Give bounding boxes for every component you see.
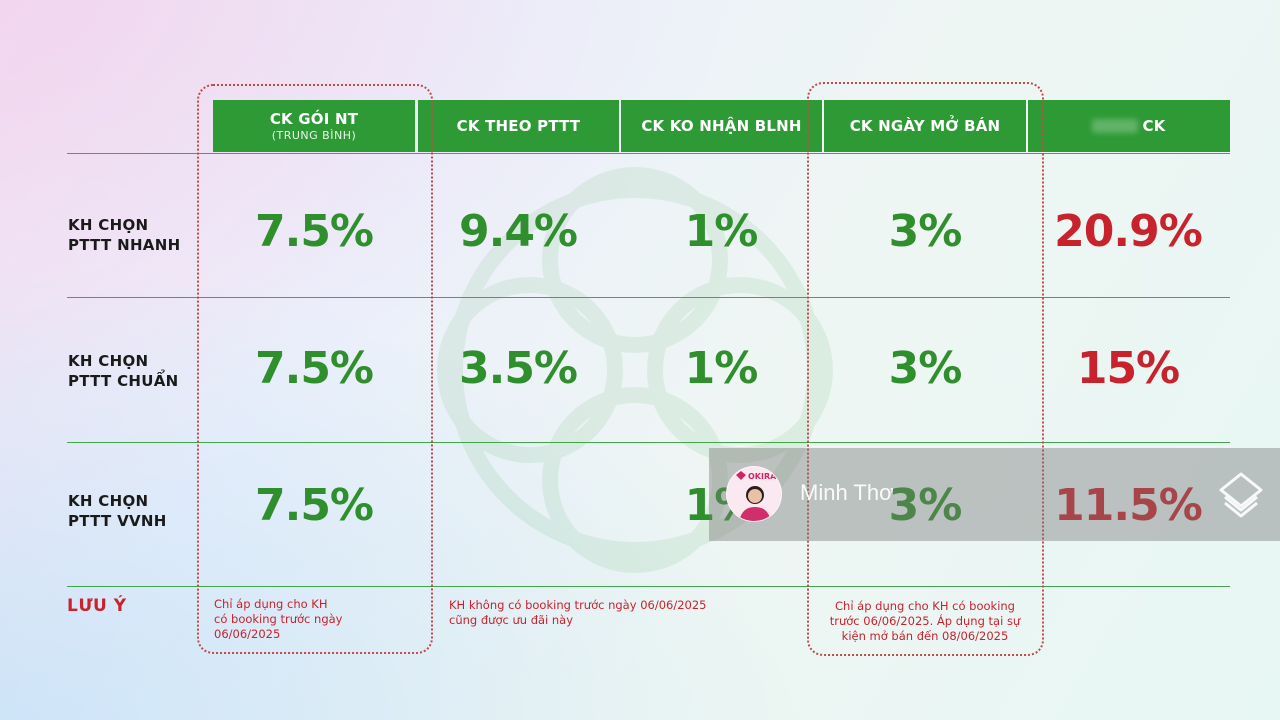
- value-theo-pttt: 9.4%: [458, 206, 578, 257]
- value-theo-pttt: 3.5%: [458, 343, 578, 394]
- header-ck-ngay-mo-ban: CK NGÀY MỞ BÁN: [824, 100, 1026, 152]
- note-label: LƯU Ý: [67, 596, 127, 616]
- stack-logo-icon: [1219, 472, 1263, 518]
- avatar-badge-text: OKIRA: [748, 472, 777, 481]
- row-divider: [67, 442, 1230, 443]
- row-label-pttt-nhanh: KH CHỌN PTTT NHANH: [68, 215, 208, 255]
- value-ngay-mo-ban: 3%: [888, 480, 963, 531]
- header-ck-goi-nt-title: CK GÓI NT: [269, 110, 359, 128]
- header-ck-goi-nt: CK GÓI NT (TRUNG BÌNH): [213, 100, 415, 152]
- value-goi-nt: 7.5%: [254, 343, 374, 394]
- row-label-line2: PTTT CHUẨN: [68, 372, 179, 390]
- value-goi-nt: 7.5%: [254, 480, 374, 531]
- row-divider: [67, 153, 1230, 154]
- note-line: Chỉ áp dụng cho KH: [214, 597, 328, 611]
- note-ngay-mo-ban: Chỉ áp dụng cho KH có booking trước 06/0…: [815, 599, 1035, 644]
- row-divider: [67, 586, 1230, 587]
- header-tong-ck-label: CK: [1142, 117, 1166, 135]
- row-label-line2: PTTT VVNH: [68, 512, 167, 530]
- note-line: Chỉ áp dụng cho KH có booking: [835, 599, 1015, 613]
- note-line: kiện mở bán đến 08/06/2025: [841, 629, 1009, 643]
- header-tong-ck: CK: [1028, 100, 1230, 152]
- value-total: 20.9%: [1054, 206, 1203, 257]
- row-label-line1: KH CHỌN: [68, 492, 149, 510]
- note-line: có booking trước ngày: [214, 612, 343, 626]
- row-label-pttt-chuan: KH CHỌN PTTT CHUẨN: [68, 351, 208, 391]
- value-ko-nhan-blnh: 1%: [684, 206, 759, 257]
- value-ko-nhan-blnh: 1%: [684, 343, 759, 394]
- value-total: 15%: [1076, 343, 1180, 394]
- row-label-line2: PTTT NHANH: [68, 236, 181, 254]
- value-goi-nt: 7.5%: [254, 206, 374, 257]
- presenter-avatar-icon: OKIRA: [727, 467, 781, 521]
- header-ck-ngay-mo-ban-label: CK NGÀY MỞ BÁN: [849, 117, 1001, 135]
- header-ck-theo-pttt: CK THEO PTTT: [418, 100, 619, 152]
- row-label-line1: KH CHỌN: [68, 352, 149, 370]
- note-line: KH không có booking trước ngày 06/06/202…: [449, 598, 707, 612]
- value-total: 11.5%: [1054, 480, 1203, 531]
- flower-watermark-icon: [437, 167, 833, 573]
- presenter-name: Minh Thơ: [800, 480, 894, 505]
- note-goi-nt: Chỉ áp dụng cho KH có booking trước ngày…: [214, 597, 414, 642]
- value-ngay-mo-ban: 3%: [888, 343, 963, 394]
- row-divider: [67, 297, 1230, 298]
- highlight-box-goi-nt: [197, 84, 433, 654]
- note-line: cũng được ưu đãi này: [449, 613, 574, 627]
- value-ngay-mo-ban: 3%: [888, 206, 963, 257]
- note-line: 06/06/2025: [214, 627, 281, 641]
- note-theo-pttt: KH không có booking trước ngày 06/06/202…: [449, 598, 789, 628]
- note-line: trước 06/06/2025. Áp dụng tại sự: [829, 614, 1021, 628]
- header-ck-goi-nt-sub: (TRUNG BÌNH): [271, 129, 357, 142]
- presenter-overlay: [709, 448, 1280, 541]
- highlight-box-ngay-mo-ban: [807, 82, 1044, 656]
- blurred-word: [1092, 119, 1139, 133]
- row-label-pttt-vvnh: KH CHỌN PTTT VVNH: [68, 491, 208, 531]
- header-ck-ko-nhan-blnh: CK KO NHẬN BLNH: [621, 100, 822, 152]
- header-ck-theo-pttt-label: CK THEO PTTT: [456, 117, 581, 135]
- row-label-line1: KH CHỌN: [68, 216, 149, 234]
- presenter-avatar[interactable]: OKIRA: [726, 466, 782, 522]
- header-ck-ko-nhan-blnh-label: CK KO NHẬN BLNH: [641, 117, 802, 135]
